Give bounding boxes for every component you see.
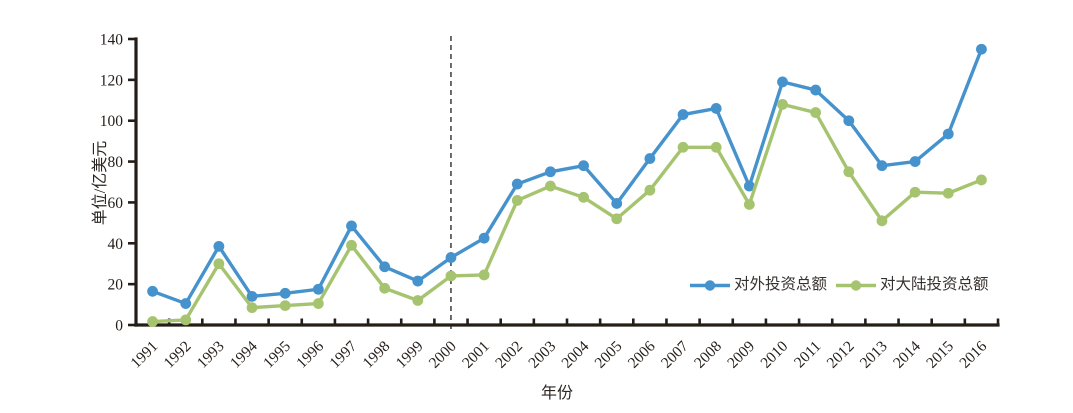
x-tick-label: 2004: [558, 338, 592, 372]
data-point-marker: [147, 285, 158, 297]
x-tick-label: 1991: [127, 338, 161, 372]
x-tick-label: 2016: [956, 338, 990, 372]
x-tick-label: 1997: [326, 338, 360, 372]
y-tick-label: 20: [108, 277, 124, 294]
data-point-marker: [379, 261, 391, 273]
legend-label: 对外投资总额: [734, 276, 828, 293]
data-point-marker: [246, 302, 258, 314]
y-axis-title: 单位/亿美元: [92, 140, 109, 226]
x-tick-label: 2000: [426, 338, 460, 372]
data-point-marker: [810, 84, 822, 96]
data-point-marker: [379, 282, 391, 294]
data-point-marker: [777, 98, 788, 110]
y-tick-label: 80: [108, 154, 124, 171]
x-tick-label: 2013: [857, 338, 891, 372]
data-point-marker: [611, 213, 623, 225]
x-tick-label: 1993: [194, 338, 228, 372]
x-tick-label: 1998: [360, 338, 394, 372]
x-tick-label: 2002: [492, 338, 526, 372]
data-point-marker: [777, 76, 788, 88]
data-point-marker: [942, 128, 954, 140]
data-point-marker: [312, 298, 324, 309]
data-point-marker: [843, 166, 855, 178]
data-point-marker: [213, 240, 225, 252]
y-tick-label: 120: [100, 72, 124, 89]
legend-item-1: 对大陆投资总额: [836, 276, 989, 294]
legend-label: 对大陆投资总额: [880, 276, 989, 293]
data-point-marker: [743, 199, 755, 210]
data-point-marker: [147, 316, 158, 327]
x-tick-label: 2009: [724, 338, 758, 372]
data-point-marker: [478, 269, 490, 281]
x-tick-label: 2006: [625, 338, 659, 372]
data-point-marker: [346, 239, 357, 251]
data-point-marker: [976, 43, 987, 55]
data-point-marker: [677, 109, 689, 120]
legend: 对外投资总额 对大陆投资总额: [690, 276, 989, 294]
data-point-marker: [843, 115, 855, 127]
data-point-marker: [909, 186, 921, 198]
x-tick-label: 1996: [293, 338, 327, 372]
data-point-marker: [644, 153, 656, 164]
data-point-marker: [511, 194, 523, 206]
y-tick-label: 100: [100, 113, 124, 130]
data-point-marker: [412, 275, 424, 287]
x-tick-label: 2010: [757, 338, 791, 372]
data-point-marker: [545, 166, 556, 178]
data-point-marker: [279, 300, 291, 311]
x-tick-label: 2014: [890, 338, 924, 372]
y-tick-label: 0: [115, 318, 123, 335]
data-point-marker: [312, 283, 324, 295]
y-tick-label: 40: [108, 236, 124, 253]
x-tick-label: 2005: [592, 338, 626, 372]
series-line-0: [150, 47, 984, 306]
x-tick-label: 1999: [393, 338, 427, 372]
x-tick-label: 2012: [824, 338, 858, 372]
series-line-1: [150, 102, 984, 324]
x-tick-label: 1994: [227, 338, 261, 372]
legend-marker-icon: [690, 279, 730, 291]
x-tick-label: 2003: [525, 338, 559, 372]
data-point-marker: [511, 178, 523, 190]
data-point-marker: [445, 270, 457, 282]
data-point-marker: [810, 107, 822, 118]
data-point-marker: [942, 187, 954, 199]
x-tick-label: 1995: [260, 338, 294, 372]
data-point-marker: [909, 156, 921, 167]
data-point-marker: [976, 174, 987, 186]
data-point-marker: [710, 103, 722, 114]
data-point-marker: [644, 184, 656, 196]
data-point-marker: [478, 232, 490, 244]
y-tick-label: 140: [100, 32, 124, 49]
x-tick-label: 2015: [923, 338, 957, 372]
data-point-marker: [412, 295, 424, 306]
data-point-marker: [876, 160, 888, 172]
x-tick-label: 2001: [459, 338, 493, 372]
x-tick-label: 2008: [691, 338, 725, 372]
data-point-marker: [578, 191, 589, 203]
data-point-marker: [611, 198, 623, 209]
data-point-marker: [246, 291, 258, 302]
data-point-marker: [180, 298, 192, 309]
y-tick-label: 60: [108, 195, 124, 212]
legend-marker-icon: [836, 279, 877, 291]
data-point-marker: [346, 220, 357, 232]
data-point-marker: [710, 141, 722, 153]
data-point-marker: [677, 141, 689, 153]
data-point-marker: [180, 314, 192, 326]
legend-item-0: 对外投资总额: [690, 276, 827, 294]
data-point-marker: [578, 160, 589, 172]
data-point-marker: [545, 180, 556, 192]
x-tick-label: 1992: [161, 338, 195, 372]
data-point-marker: [743, 180, 755, 192]
x-axis-title: 年份: [540, 385, 573, 402]
data-point-marker: [279, 287, 291, 299]
data-point-marker: [213, 258, 225, 270]
x-tick-label: 2007: [658, 338, 692, 372]
x-tick-label: 2011: [791, 338, 825, 372]
data-point-marker: [445, 252, 457, 263]
data-point-marker: [876, 215, 888, 227]
